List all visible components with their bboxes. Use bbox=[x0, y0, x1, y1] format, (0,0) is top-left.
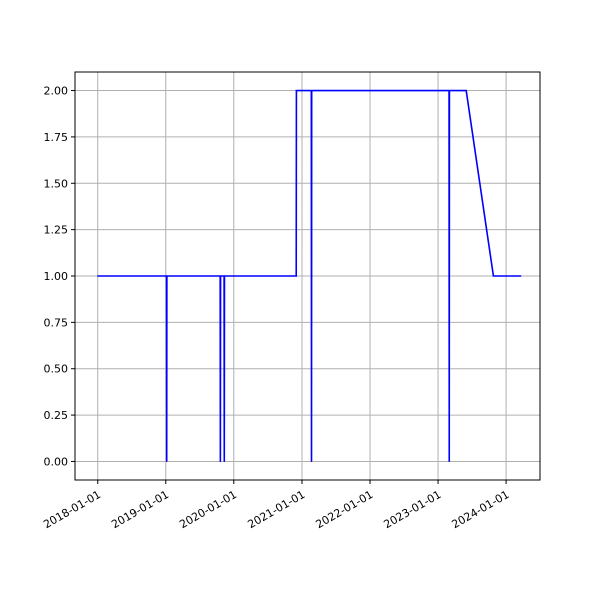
data-point bbox=[166, 275, 168, 277]
x-tick-label: 2022-01-01 bbox=[314, 488, 376, 531]
y-tick-label: 1.25 bbox=[44, 224, 69, 237]
x-tick-label: 2021-01-01 bbox=[245, 488, 307, 531]
x-tick-label: 2019-01-01 bbox=[109, 488, 171, 531]
x-tick-label: 2018-01-01 bbox=[41, 488, 103, 531]
data-point bbox=[295, 89, 298, 92]
y-tick-label: 1.75 bbox=[44, 131, 69, 144]
data-point bbox=[97, 275, 99, 277]
x-tick-label: 2024-01-01 bbox=[450, 488, 512, 531]
data-point bbox=[311, 89, 313, 92]
y-tick-label: 1.50 bbox=[44, 177, 69, 190]
y-tick-label: 0.50 bbox=[44, 363, 69, 376]
data-point bbox=[219, 460, 221, 463]
y-tick-label: 1.00 bbox=[44, 270, 69, 283]
y-tick-label: 0.25 bbox=[44, 409, 69, 422]
series-layer bbox=[97, 89, 522, 463]
y-axis: 0.00 0.25 0.50 0.75 1.00 1.25 1.50 1.75 2.00 bbox=[44, 85, 75, 468]
x-axis: 2018-01-01 2019-01-01 2020-01-01 2021-01-01… bbox=[41, 480, 511, 531]
data-point bbox=[223, 460, 225, 463]
y-tick-label: 0.75 bbox=[44, 316, 69, 329]
data-point bbox=[448, 460, 450, 463]
y-tick-label: 2.00 bbox=[44, 85, 69, 98]
data-point bbox=[295, 275, 297, 277]
data-point bbox=[223, 275, 226, 277]
data-point bbox=[448, 89, 451, 92]
data-point bbox=[465, 89, 467, 92]
grid-layer bbox=[75, 72, 540, 480]
data-point bbox=[492, 275, 495, 277]
x-tick-label: 2023-01-01 bbox=[382, 488, 444, 531]
data-point bbox=[310, 460, 313, 463]
data-point bbox=[520, 275, 522, 277]
x-tick-label: 2020-01-01 bbox=[177, 488, 239, 531]
data-point bbox=[219, 275, 222, 277]
y-tick-label: 0.00 bbox=[44, 455, 69, 468]
data-point bbox=[166, 460, 168, 463]
